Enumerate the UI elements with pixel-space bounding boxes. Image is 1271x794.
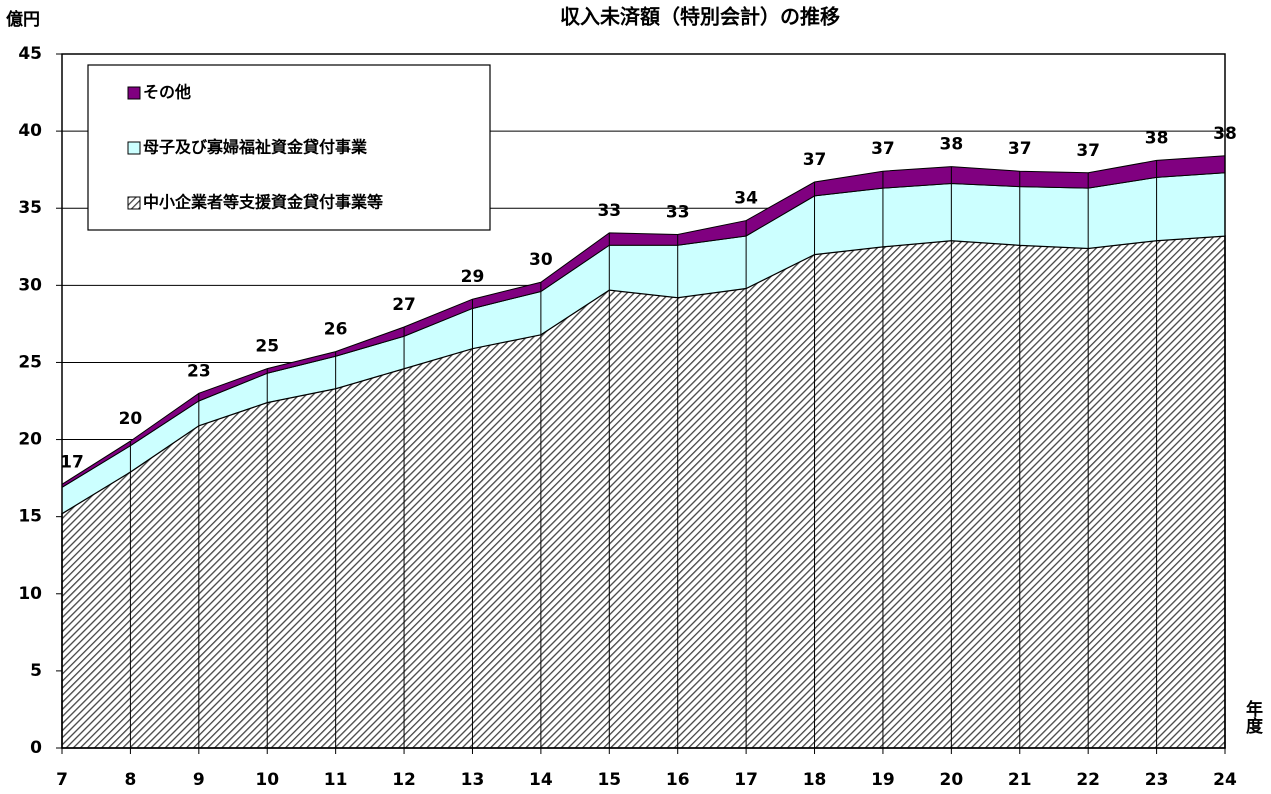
legend-swatch bbox=[127, 141, 141, 155]
y-axis-label: 億円 bbox=[6, 9, 40, 30]
x-tick-label: 15 bbox=[597, 770, 621, 790]
x-axis-label: 年度 bbox=[1242, 699, 1263, 735]
x-tick-label: 16 bbox=[666, 770, 690, 790]
legend-swatch bbox=[127, 86, 141, 100]
x-tick-label: 23 bbox=[1145, 770, 1169, 790]
y-tick-label: 25 bbox=[18, 352, 42, 372]
chart-title: 収入未済額（特別会計）の推移 bbox=[560, 5, 840, 29]
total-label: 33 bbox=[666, 202, 690, 222]
total-label: 37 bbox=[1076, 141, 1100, 161]
plot-frame bbox=[61, 53, 1226, 749]
legend-text: 母子及び寡婦福祉資金貸付事業 bbox=[143, 138, 368, 157]
x-tick-label: 17 bbox=[734, 770, 758, 790]
y-tick-label: 40 bbox=[18, 121, 42, 141]
x-tick-label: 18 bbox=[803, 770, 827, 790]
legend-text: その他 bbox=[143, 83, 191, 102]
legend-box bbox=[87, 64, 491, 231]
total-label: 25 bbox=[255, 337, 279, 357]
y-tick-label: 20 bbox=[18, 430, 42, 450]
x-tick-label: 14 bbox=[529, 770, 553, 790]
x-tick-label: 19 bbox=[871, 770, 895, 790]
area bbox=[61, 235, 1226, 749]
x-tick-label: 11 bbox=[324, 770, 348, 790]
y-tick-label: 30 bbox=[18, 275, 42, 295]
total-label: 29 bbox=[461, 267, 485, 287]
total-label: 34 bbox=[734, 189, 758, 209]
legend-text: 中小企業者等支援資金貸付事業等 bbox=[143, 193, 383, 212]
total-label: 30 bbox=[529, 250, 553, 270]
x-tick-label: 12 bbox=[392, 770, 416, 790]
x-tick-label: 21 bbox=[1008, 770, 1032, 790]
total-label: 37 bbox=[871, 139, 895, 159]
total-label: 17 bbox=[60, 452, 84, 472]
legend-swatch bbox=[127, 196, 141, 210]
x-tick-label: 13 bbox=[461, 770, 485, 790]
total-label: 33 bbox=[597, 201, 621, 221]
total-label: 23 bbox=[187, 361, 211, 381]
total-label: 26 bbox=[324, 320, 348, 340]
x-tick-label: 7 bbox=[56, 770, 68, 790]
y-tick-label: 5 bbox=[30, 661, 42, 681]
total-label: 37 bbox=[803, 150, 827, 170]
x-tick-label: 20 bbox=[940, 770, 964, 790]
total-label: 38 bbox=[940, 135, 964, 155]
y-tick-label: 35 bbox=[18, 198, 42, 218]
y-tick-label: 10 bbox=[18, 584, 42, 604]
y-tick-label: 15 bbox=[18, 507, 42, 527]
x-tick-label: 24 bbox=[1213, 770, 1237, 790]
x-tick-label: 10 bbox=[255, 770, 279, 790]
y-tick-label: 45 bbox=[18, 44, 42, 64]
total-label: 20 bbox=[119, 409, 143, 429]
total-label: 37 bbox=[1008, 139, 1032, 159]
x-tick-label: 8 bbox=[124, 770, 136, 790]
total-label: 27 bbox=[392, 295, 416, 315]
x-tick-label: 22 bbox=[1076, 770, 1100, 790]
y-tick-label: 0 bbox=[30, 738, 42, 758]
x-tick-label: 9 bbox=[193, 770, 205, 790]
total-label: 38 bbox=[1145, 128, 1169, 148]
